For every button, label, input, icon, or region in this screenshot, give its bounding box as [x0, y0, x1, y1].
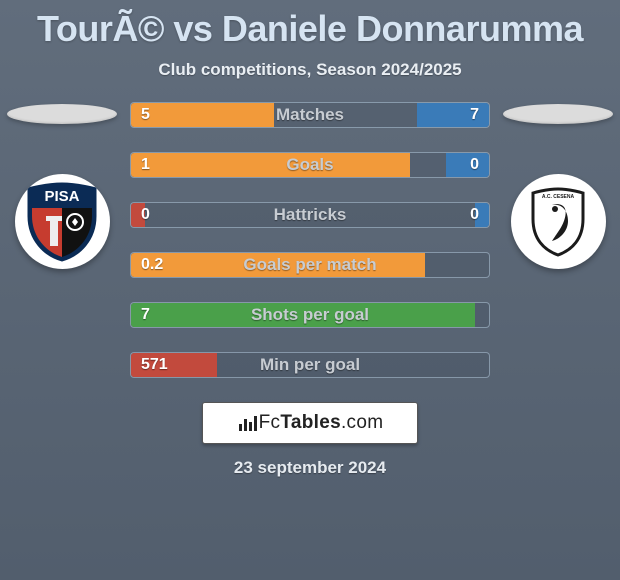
stat-bar-right [446, 153, 489, 177]
stat-row: Goals per match0.2 [130, 252, 490, 278]
cesena-shield-icon: A.C. CESENA [530, 187, 586, 257]
stat-bar-left [131, 153, 410, 177]
cesena-crest: A.C. CESENA [530, 187, 586, 257]
page-subtitle: Club competitions, Season 2024/2025 [0, 60, 620, 80]
player-right-flag [503, 104, 613, 124]
pisa-crest: PISA [26, 182, 98, 262]
stat-value-right: 0 [470, 206, 479, 224]
pisa-shield-icon: PISA [26, 182, 98, 262]
stat-row: Shots per goal7 [130, 302, 490, 328]
club-badge-cesena: A.C. CESENA [511, 174, 606, 269]
stat-value-right: 7 [470, 106, 479, 124]
stat-bar-left [131, 253, 425, 277]
stat-label: Matches [276, 105, 344, 125]
stat-row: Matches 5 7 [130, 102, 490, 128]
main-area: PISA Matches57Goals10Hattricks00Goals pe… [0, 102, 620, 378]
stat-value-left: 571 [141, 356, 168, 374]
club-badge-pisa: PISA [15, 174, 110, 269]
stat-value-right: 0 [470, 156, 479, 174]
player-left-flag [7, 104, 117, 124]
footer-date: 23 september 2024 [0, 458, 620, 478]
page-title: TourÃ© vs Daniele Donnarumma [0, 8, 620, 50]
stat-bar-left [131, 303, 475, 327]
fctables-logo[interactable]: FcTables.com [202, 402, 418, 444]
stat-row: Min per goal 571 [130, 352, 490, 378]
stat-row: Hattricks 0 0 [130, 202, 490, 228]
stat-label: Min per goal [260, 355, 360, 375]
stat-label: Hattricks [274, 205, 347, 225]
player-left-col: PISA [2, 102, 122, 269]
stat-value-left: 7 [141, 306, 150, 324]
fctables-logo-text: FcTables.com [259, 412, 384, 434]
stat-value-left: 1 [141, 156, 150, 174]
comparison-card: TourÃ© vs Daniele Donnarumma Club compet… [0, 0, 620, 478]
stat-value-left: 0.2 [141, 256, 163, 274]
stat-bars: Matches57Goals10Hattricks00Goals per mat… [122, 102, 498, 378]
pisa-text: PISA [44, 188, 79, 205]
player-right-col: A.C. CESENA [498, 102, 618, 269]
svg-text:A.C. CESENA: A.C. CESENA [542, 194, 575, 200]
stat-bar-left [131, 103, 274, 127]
stat-value-left: 0 [141, 206, 150, 224]
fctables-bars-icon [237, 413, 257, 433]
stat-value-left: 5 [141, 106, 150, 124]
stat-row: Goals10 [130, 152, 490, 178]
